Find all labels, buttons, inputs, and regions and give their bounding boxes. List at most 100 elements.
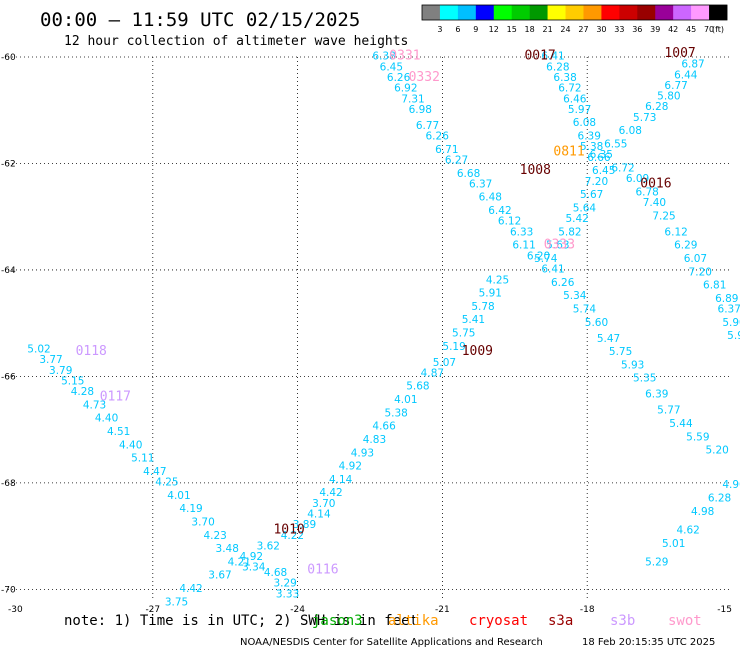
swh-value: 6.44 — [674, 69, 698, 81]
swh-value: 7.25 — [652, 210, 675, 222]
colorbar-swatch — [655, 5, 674, 20]
x-tick-label: -30 — [8, 605, 23, 615]
swh-value: 5.29 — [645, 556, 668, 568]
swh-value: 6.55 — [604, 139, 627, 151]
swh-value: 4.42 — [179, 583, 202, 595]
colorbar: 3 6 9 12 15 18 21 24 27 30 33 36 39 42 45 70 — [421, 4, 728, 34]
swh-value: 5.20 — [705, 445, 728, 457]
swh-value: 5.68 — [406, 381, 429, 393]
swh-value: 5.42 — [565, 213, 588, 225]
footer-credit: NOAA/NESDIS Center for Satellite Applica… — [240, 637, 543, 648]
pass-label: 0332 — [409, 70, 440, 85]
swh-value: 6.07 — [684, 253, 707, 265]
swh-value: 5.38 — [580, 141, 603, 153]
swh-value: 4.66 — [372, 421, 396, 433]
swh-value: 4.73 — [83, 399, 106, 411]
swh-value: 4.93 — [351, 447, 374, 459]
colorbar-tick-label: 6 — [455, 25, 460, 34]
swh-value: 6.38 — [372, 51, 395, 63]
swh-value: 4.40 — [119, 439, 142, 451]
colorbar-tick-label: 30 — [596, 25, 606, 34]
swh-value: 3.48 — [216, 543, 239, 555]
colorbar-swatch — [529, 5, 548, 20]
satellite-legend-item: altika — [388, 613, 439, 629]
swh-value: 5.35 — [633, 373, 656, 385]
colorbar-tick-label: 15 — [507, 25, 517, 34]
pass-label: 0117 — [100, 389, 131, 404]
swh-value: 6.35 — [590, 149, 613, 161]
colorbar-swatch — [619, 5, 638, 20]
swh-value: 5.80 — [657, 91, 680, 103]
swh-value: 6.28 — [546, 61, 569, 73]
colorbar-tick-label: 27 — [578, 25, 588, 34]
swh-value: 4.14 — [307, 508, 331, 520]
swh-value: 6.89 — [715, 293, 738, 305]
swh-value: 5.64 — [573, 202, 597, 214]
satellite-legend-item: s3a — [548, 613, 573, 629]
colorbar-swatch — [565, 5, 584, 20]
swh-value: 3.70 — [312, 498, 335, 510]
swh-value: 6.42 — [488, 205, 511, 217]
colorbar-swatch — [547, 5, 566, 20]
colorbar-unit-label: (ft) — [712, 25, 724, 34]
colorbar-tick-label: 45 — [686, 25, 696, 34]
satellite-legend-item: s3b — [610, 613, 635, 629]
swh-value: 5.78 — [471, 301, 494, 313]
swh-value: 6.81 — [703, 280, 726, 292]
swh-value: 6.37 — [718, 304, 740, 316]
swh-value: 4.83 — [363, 434, 386, 446]
colorbar-swatch — [493, 5, 513, 20]
swh-value: 4.22 — [281, 530, 304, 542]
swh-value: 4.87 — [421, 367, 444, 379]
swh-value: 5.38 — [384, 407, 407, 419]
pass-label: 0811 — [553, 144, 584, 159]
satellite-legend-item: swot — [668, 613, 702, 629]
colorbar-swatch — [583, 5, 602, 20]
swh-value: 6.38 — [553, 72, 576, 84]
colorbar-tick-label: 36 — [632, 25, 642, 34]
swh-value: 6.28 — [708, 493, 731, 505]
swh-value: 3.77 — [39, 354, 62, 366]
swh-value: 4.25 — [155, 477, 178, 489]
wave-height-points: 6.386.456.266.927.316.986.776.266.716.27… — [27, 51, 740, 609]
x-tick-label: -15 — [717, 605, 732, 615]
x-tick-label: -24 — [290, 605, 305, 615]
swh-value: 3.29 — [273, 578, 296, 590]
swh-value: 5.97 — [568, 104, 591, 116]
swh-value: 6.41 — [541, 264, 564, 276]
pass-label: 1008 — [520, 163, 551, 178]
swh-value: 4.28 — [71, 386, 94, 398]
swh-value: 5.75 — [609, 346, 632, 358]
x-tick-label: -18 — [580, 605, 595, 615]
pass-label: 0118 — [76, 344, 107, 359]
swh-value: 6.11 — [512, 240, 535, 252]
x-tick-label: -21 — [435, 605, 450, 615]
swh-value: 5.34 — [563, 290, 587, 302]
y-tick-label: -60 — [1, 53, 16, 63]
footer-timestamp: 18 Feb 20:15:35 UTC 2025 — [582, 637, 715, 648]
swh-value: 3.79 — [49, 365, 72, 377]
y-tick-label: -68 — [1, 479, 16, 489]
swh-value: 4.47 — [143, 466, 166, 478]
y-tick-label: -66 — [1, 372, 16, 382]
swh-value: 5.75 — [452, 327, 475, 339]
swh-value: 7.20 — [689, 266, 712, 278]
swh-value: 6.39 — [578, 131, 601, 143]
swh-value: 6.92 — [394, 83, 417, 95]
colorbar-swatch — [422, 5, 441, 20]
pass-label: 0116 — [307, 562, 338, 577]
swh-value: 6.28 — [645, 101, 668, 113]
colorbar-tick-label: 70 — [704, 25, 714, 34]
swh-value: 4.92 — [339, 461, 362, 473]
colorbar-tick-label: 24 — [560, 25, 570, 34]
swh-value: 6.26 — [387, 72, 411, 84]
swh-value: 6.78 — [635, 186, 658, 198]
x-tick-label: -27 — [145, 605, 160, 615]
swh-value: 6.46 — [563, 93, 587, 105]
swh-value: 7.31 — [401, 93, 424, 105]
swh-value: 4.19 — [179, 503, 202, 515]
pass-label: 0331 — [389, 49, 420, 64]
pass-label: 0017 — [524, 49, 555, 64]
